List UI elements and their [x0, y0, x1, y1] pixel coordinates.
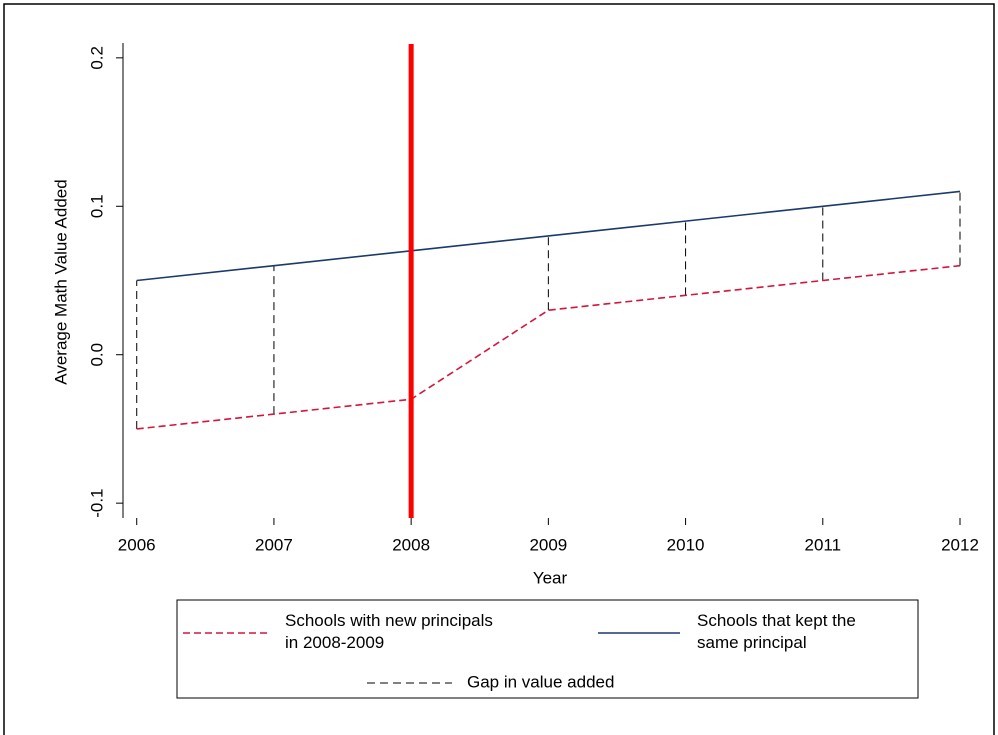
series-line	[136, 264, 961, 430]
y-axis-label: Average Math Value Added	[51, 179, 70, 384]
x-tick-label: 2007	[255, 535, 293, 554]
frame	[3, 3, 995, 735]
y-tick-label: -0.1	[87, 489, 106, 518]
y-tick-label: 0.2	[87, 46, 106, 70]
legend	[176, 599, 919, 699]
y-tick-label: 0.1	[87, 194, 106, 218]
series-line	[136, 190, 961, 282]
legend-label: Schools that kept the same principal	[697, 611, 856, 652]
x-tick-label: 2010	[667, 535, 705, 554]
x-axis-label: Year	[533, 568, 568, 587]
x-tick-label: 2011	[805, 535, 842, 554]
x-tick-label: 2008	[392, 535, 430, 554]
x-tick-label: 2006	[118, 535, 156, 554]
x-tick-label: 2012	[941, 535, 979, 554]
legend-label: Schools with new principals in 2008-2009	[285, 611, 493, 652]
y-tick-label: 0.0	[87, 343, 106, 367]
x-tick-label: 2009	[529, 535, 567, 554]
legend-label: Gap in value added	[467, 672, 614, 691]
